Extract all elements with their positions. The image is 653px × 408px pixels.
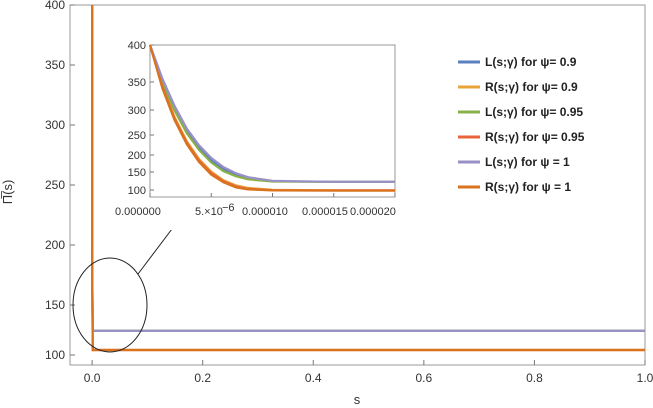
main-x-tick-label: 1.0 <box>637 371 653 385</box>
inset-series-line-6 <box>148 44 395 192</box>
legend-label-5: L(s;γ) for ψ = 1 <box>485 155 570 169</box>
inset-y-tick-label: 150 <box>128 167 146 179</box>
inset-y-tick-label: 200 <box>128 150 146 162</box>
legend-label-4: R(s;γ) for ψ= 0.95 <box>485 130 585 144</box>
main-y-tick-label: 100 <box>45 348 65 362</box>
inset-y-tick-label: 350 <box>128 77 146 89</box>
zoom-ellipse <box>72 257 148 353</box>
main-x-tick-label: 0.8 <box>526 371 543 385</box>
inset-y-tick-label: 400 <box>128 40 146 52</box>
y-axis-label: Π̅(s) <box>0 180 15 205</box>
legend-label-2: R(s;γ) for ψ= 0.9 <box>485 80 578 94</box>
main-y-ticks: 100 150 200 250 300 350 400 <box>45 0 75 362</box>
inset-y-tick-label: 300 <box>128 105 146 117</box>
main-y-tick-label: 150 <box>45 298 65 312</box>
main-y-tick-label: 350 <box>45 58 65 72</box>
inset-y-tick-label: 250 <box>128 130 146 142</box>
main-y-tick-label: 200 <box>45 238 65 252</box>
legend-label-1: L(s;γ) for ψ= 0.9 <box>485 55 577 69</box>
legend-label-3: L(s;γ) for ψ= 0.95 <box>485 105 583 119</box>
inset-x-tick-label: 5.×10 <box>195 206 223 218</box>
x-axis-label: s <box>354 392 361 407</box>
main-y-tick-label: 250 <box>45 178 65 192</box>
inset-y-tick-label: 100 <box>128 185 146 197</box>
inset-x-tick-label: 0.000015 <box>302 206 348 218</box>
main-y-tick-label: 300 <box>45 118 65 132</box>
inset-series <box>148 44 395 192</box>
inset-series-line-5 <box>148 44 395 183</box>
inset-x-tick-label: 0.000000 <box>115 206 161 218</box>
main-x-tick-label: 0.2 <box>194 371 211 385</box>
legend: L(s;γ) for ψ= 0.9 R(s;γ) for ψ= 0.9 L(s;γ)… <box>458 55 585 194</box>
main-series <box>90 5 645 352</box>
inset-x-ticks: 0.000000 5.×10 −6 0.000010 0.000015 0.000020 <box>115 193 396 218</box>
main-x-tick-label: 0.0 <box>84 371 101 385</box>
main-x-tick-label: 0.4 <box>305 371 322 385</box>
main-y-tick-label: 400 <box>45 0 65 12</box>
legend-label-6: R(s;γ) for ψ = 1 <box>485 180 571 194</box>
main-x-ticks: 0.0 0.2 0.4 0.6 0.8 1.0 <box>84 360 653 385</box>
main-x-tick-label: 0.6 <box>416 371 433 385</box>
main-series-line-6 <box>90 5 645 352</box>
inset-x-tick-label: 0.000020 <box>350 206 396 218</box>
inset-x-tick-label: −6 <box>222 202 235 214</box>
inset-x-tick-label: 0.000010 <box>242 206 288 218</box>
inset-y-ticks: 100 150 200 250 300 350 400 <box>128 40 154 197</box>
